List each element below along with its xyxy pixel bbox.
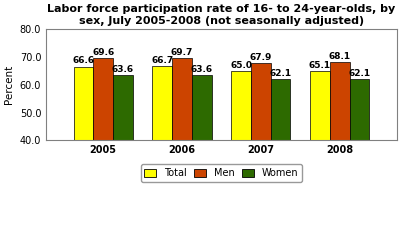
Text: 69.6: 69.6 <box>92 48 114 57</box>
Text: 62.1: 62.1 <box>348 69 371 78</box>
Bar <box>152 66 172 238</box>
Text: 65.0: 65.0 <box>230 61 252 70</box>
Bar <box>192 75 212 238</box>
Text: 66.7: 66.7 <box>151 56 174 65</box>
Bar <box>330 62 350 238</box>
Text: 63.6: 63.6 <box>191 65 213 74</box>
Bar <box>172 58 192 238</box>
Legend: Total, Men, Women: Total, Men, Women <box>141 164 302 182</box>
Text: 66.6: 66.6 <box>73 56 95 65</box>
Bar <box>350 79 369 238</box>
Bar <box>93 58 113 238</box>
Bar <box>310 71 330 238</box>
Bar <box>271 79 290 238</box>
Y-axis label: Percent: Percent <box>4 65 14 104</box>
Bar <box>74 66 93 238</box>
Text: 69.7: 69.7 <box>171 48 193 57</box>
Bar <box>251 63 271 238</box>
Text: 65.1: 65.1 <box>309 60 331 69</box>
Bar <box>231 71 251 238</box>
Text: 62.1: 62.1 <box>269 69 292 78</box>
Title: Labor force participation rate of 16- to 24-year-olds, by
sex, July 2005-2008 (n: Labor force participation rate of 16- to… <box>47 4 395 26</box>
Text: 68.1: 68.1 <box>329 52 351 61</box>
Text: 67.9: 67.9 <box>250 53 272 62</box>
Bar <box>113 75 133 238</box>
Text: 63.6: 63.6 <box>112 65 134 74</box>
